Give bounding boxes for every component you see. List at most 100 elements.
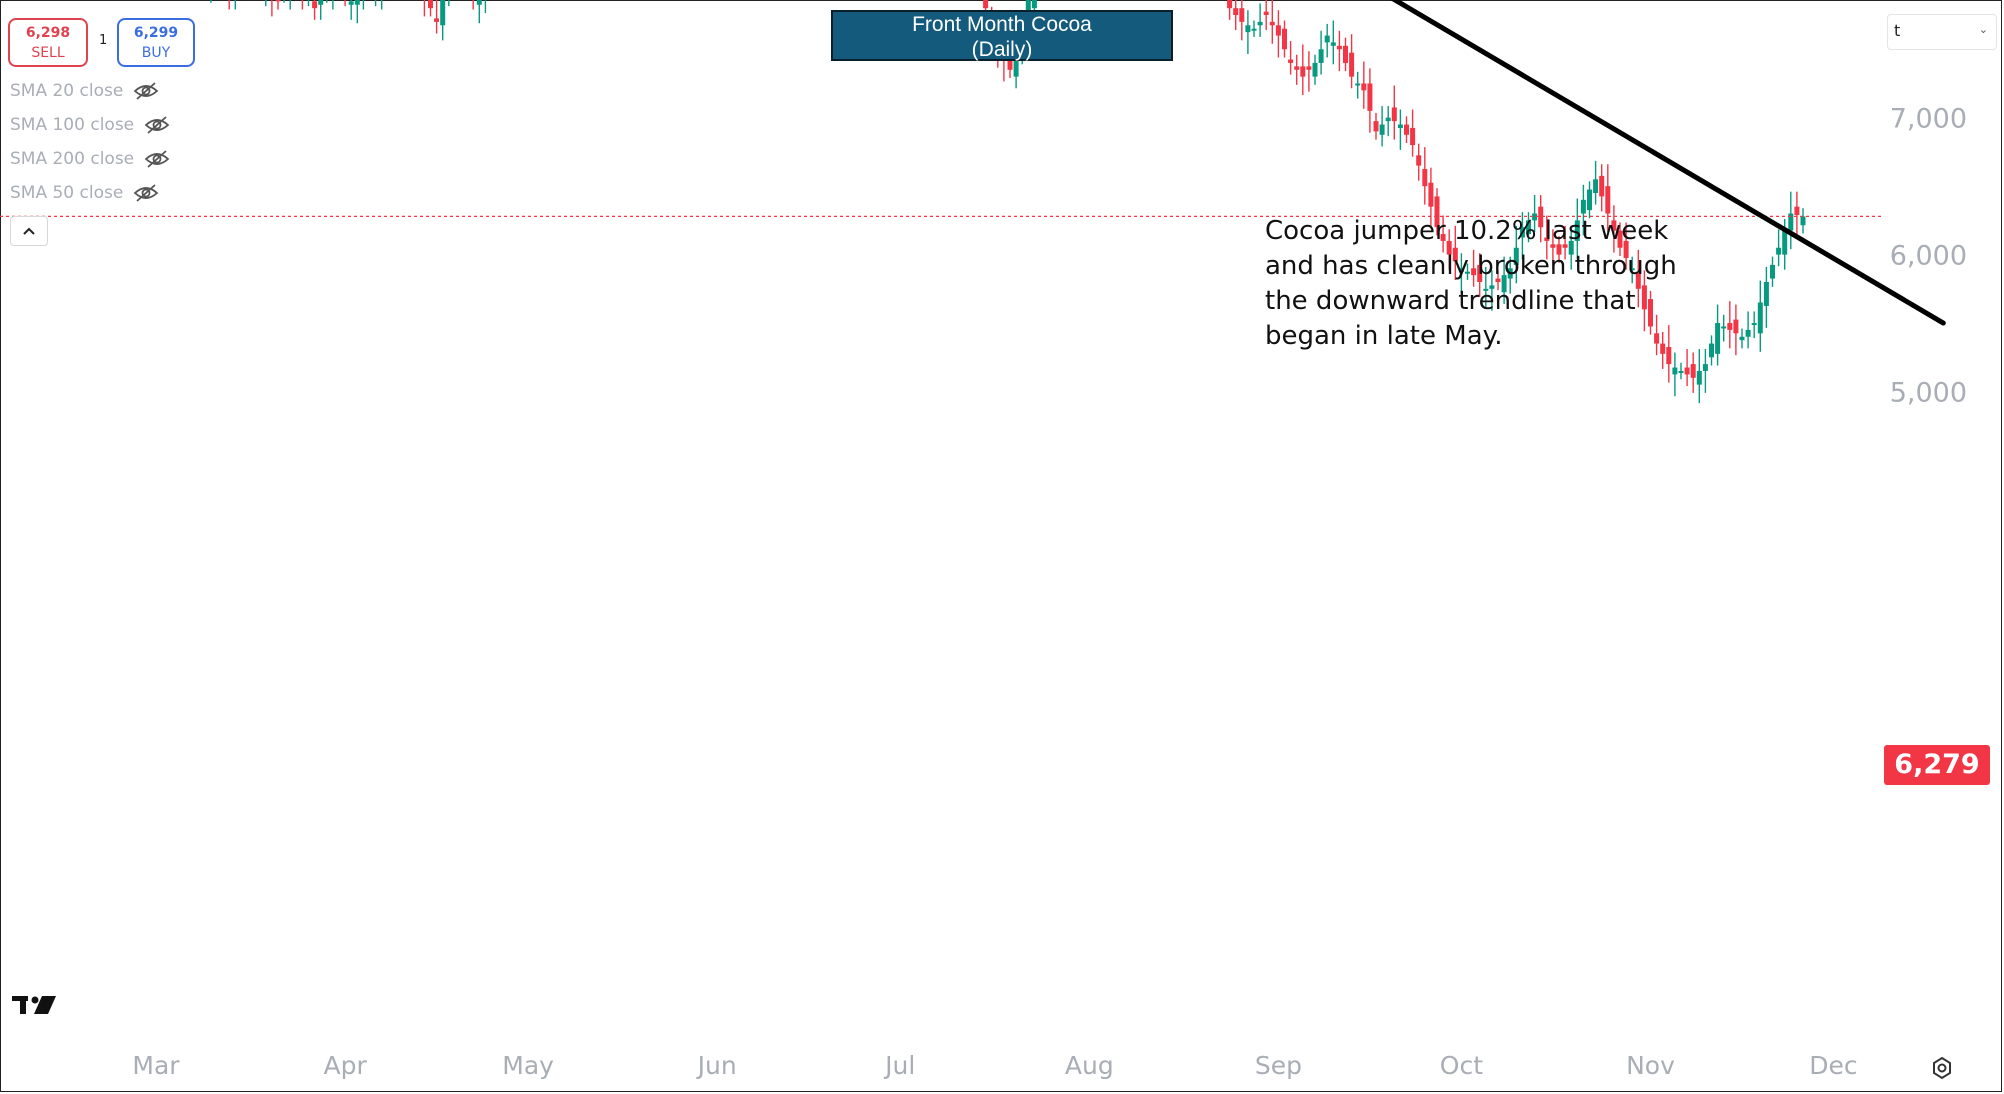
candle-body — [1416, 155, 1422, 166]
candle-body — [1709, 343, 1714, 358]
candle-body — [1355, 83, 1361, 86]
candle-body — [1434, 196, 1440, 228]
candle-body — [1465, 271, 1470, 274]
candle-body — [1300, 66, 1306, 77]
candle-body — [318, 0, 324, 5]
candle-body — [1513, 247, 1519, 265]
settings-gear-icon[interactable] — [1930, 1056, 1954, 1080]
candle-body — [1605, 186, 1611, 214]
candle-body — [1770, 264, 1775, 279]
candle-body — [1312, 62, 1318, 77]
indicator-sma-200[interactable]: SMA 200 close — [10, 146, 170, 172]
collapse-indicators-button[interactable] — [10, 216, 48, 246]
candle-body — [1568, 240, 1574, 255]
indicator-label: SMA 20 close — [10, 81, 124, 101]
candle-body — [1349, 52, 1355, 77]
candle-body — [1361, 83, 1367, 91]
buy-button[interactable]: 6,299 BUY — [117, 18, 195, 67]
symbol-search-input[interactable]: t ⌄ — [1887, 14, 1997, 50]
candle-body — [1690, 364, 1696, 378]
candle-body — [1233, 8, 1239, 16]
indicator-label: SMA 50 close — [10, 183, 124, 203]
candle-body — [1452, 247, 1458, 262]
candle-body — [1684, 367, 1690, 375]
chevron-down-icon: ⌄ — [1978, 23, 1988, 36]
candle-body — [1422, 169, 1428, 187]
candle-body — [1367, 83, 1373, 111]
last-price-tag: 6,279 — [1884, 745, 1990, 785]
candle-body — [1031, 0, 1037, 9]
candle-body — [1385, 117, 1391, 122]
eye-off-icon[interactable] — [133, 183, 159, 203]
candle-body — [1501, 275, 1507, 293]
candle-body — [1495, 278, 1501, 282]
candle-body — [1489, 285, 1495, 289]
candle-body — [1013, 49, 1019, 77]
candle-body — [1227, 0, 1233, 9]
x-tick-label: Jul — [883, 1051, 915, 1080]
candle-body — [1629, 268, 1635, 271]
y-tick-label: 7,000 — [1890, 104, 1967, 135]
candle-body — [1282, 28, 1287, 50]
spread-value: 1 — [99, 33, 108, 48]
candle-body — [1544, 237, 1550, 241]
buy-price: 6,299 — [133, 25, 179, 41]
candle-body — [1343, 45, 1348, 63]
candle-body — [275, 0, 281, 2]
candle-body — [348, 1, 354, 5]
candle-body — [1526, 220, 1531, 235]
symbol-input-value: t — [1894, 21, 1901, 40]
candle-body — [1532, 213, 1538, 221]
x-tick-label: Apr — [323, 1051, 367, 1080]
candle-body — [1410, 127, 1416, 146]
candle-body — [1275, 25, 1281, 36]
candle-body — [1306, 66, 1312, 70]
candle-body — [1599, 175, 1605, 197]
candle-body — [1550, 244, 1556, 248]
sell-button[interactable]: 6,298 SELL — [8, 18, 88, 67]
time-axis: Mar Apr May Jun Jul Aug Sep Oct Nov Dec — [132, 1051, 1857, 1080]
candle-body — [1288, 59, 1294, 63]
x-tick-label: Oct — [1440, 1051, 1483, 1080]
candle-body — [1782, 230, 1788, 255]
candle-body — [1654, 333, 1660, 344]
candle-body — [1562, 244, 1568, 248]
candle-body — [983, 0, 989, 9]
eye-off-icon[interactable] — [144, 149, 170, 169]
indicator-sma-100[interactable]: SMA 100 close — [10, 112, 170, 138]
sell-price: 6,298 — [25, 25, 71, 41]
candle-body — [1593, 179, 1599, 193]
eye-off-icon[interactable] — [133, 81, 159, 101]
candle-body — [1477, 264, 1483, 282]
candle-body — [1641, 285, 1647, 310]
candle-body — [1428, 182, 1434, 207]
candle-body — [1715, 323, 1721, 354]
indicator-sma-50[interactable]: SMA 50 close — [10, 180, 159, 206]
candle-body — [1587, 189, 1592, 211]
x-tick-label: Jun — [696, 1051, 737, 1080]
candle-body — [1507, 268, 1513, 279]
candle-body — [1318, 49, 1324, 63]
indicator-sma-20[interactable]: SMA 20 close — [10, 78, 159, 104]
candle-body — [1763, 281, 1769, 306]
candle-body — [1336, 45, 1342, 50]
candle-body — [1666, 347, 1672, 365]
candle-body — [1660, 343, 1666, 354]
candle-body — [1745, 329, 1751, 337]
candle-body — [1519, 227, 1525, 238]
tradingview-logo-icon[interactable] — [12, 992, 58, 1018]
candle-body — [1727, 323, 1733, 330]
candle-body — [1721, 326, 1727, 329]
candle-body — [476, 0, 482, 5]
candlestick-series — [210, 0, 1806, 404]
chart-annotation: Cocoa jumper 10.2% last week and has cle… — [1265, 216, 1677, 351]
eye-off-icon[interactable] — [144, 115, 170, 135]
candle-body — [1471, 268, 1477, 276]
candle-body — [1751, 323, 1757, 326]
candle-body — [1617, 230, 1623, 248]
indicator-label: SMA 200 close — [10, 149, 135, 169]
candle-body — [1739, 336, 1745, 341]
